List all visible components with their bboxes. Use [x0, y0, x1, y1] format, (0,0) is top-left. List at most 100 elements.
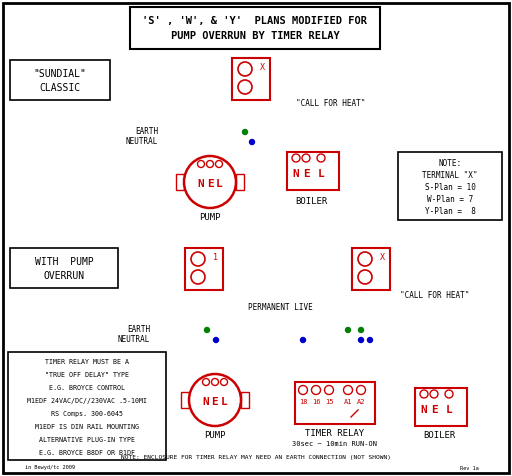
Bar: [181, 392, 189, 408]
Text: NOTE:: NOTE:: [438, 159, 461, 169]
Text: 'S' , 'W', & 'Y'  PLANS MODIFIED FOR: 'S' , 'W', & 'Y' PLANS MODIFIED FOR: [142, 16, 368, 26]
Text: E.G. BROYCE B8DF OR B1DF: E.G. BROYCE B8DF OR B1DF: [39, 450, 135, 456]
Text: S-Plan = 10: S-Plan = 10: [424, 184, 476, 192]
Bar: [185, 248, 223, 290]
Circle shape: [358, 327, 364, 333]
Circle shape: [214, 337, 219, 343]
Bar: [10, 60, 110, 100]
Text: "CALL FOR HEAT": "CALL FOR HEAT": [400, 291, 470, 300]
Circle shape: [198, 160, 204, 168]
Text: 16: 16: [312, 399, 320, 405]
Circle shape: [221, 378, 227, 386]
Circle shape: [191, 270, 205, 284]
Text: NOTE: ENCLOSURE FOR TIMER RELAY MAY NEED AN EARTH CONNECTION (NOT SHOWN): NOTE: ENCLOSURE FOR TIMER RELAY MAY NEED…: [121, 456, 391, 460]
Text: ALTERNATIVE PLUG-IN TYPE: ALTERNATIVE PLUG-IN TYPE: [39, 437, 135, 443]
Text: M1EDF 24VAC/DC//230VAC .5-10MI: M1EDF 24VAC/DC//230VAC .5-10MI: [27, 398, 147, 404]
Circle shape: [301, 337, 306, 343]
Text: CLASSIC: CLASSIC: [39, 83, 80, 93]
Text: 1: 1: [212, 254, 218, 262]
Text: TIMER RELAY MUST BE A: TIMER RELAY MUST BE A: [45, 359, 129, 365]
Text: 18: 18: [298, 399, 307, 405]
Circle shape: [238, 80, 252, 94]
Text: L: L: [221, 397, 227, 407]
Text: X: X: [379, 254, 385, 262]
Text: N: N: [198, 179, 204, 189]
Bar: [287, 152, 339, 190]
Circle shape: [243, 129, 247, 135]
Text: OVERRUN: OVERRUN: [44, 271, 84, 281]
Circle shape: [325, 386, 333, 395]
Text: in Bewyd/tc 2009: in Bewyd/tc 2009: [25, 466, 75, 470]
Circle shape: [311, 386, 321, 395]
Text: RS Comps. 300-6045: RS Comps. 300-6045: [51, 411, 123, 417]
Text: M1EDF IS DIN RAIL MOUNTING: M1EDF IS DIN RAIL MOUNTING: [35, 424, 139, 430]
Bar: [8, 352, 166, 460]
Circle shape: [317, 154, 325, 162]
Circle shape: [358, 270, 372, 284]
Text: NEUTRAL: NEUTRAL: [125, 138, 158, 147]
Text: E: E: [211, 397, 219, 407]
Text: WITH  PUMP: WITH PUMP: [35, 257, 93, 267]
Text: 30sec ~ 10min RUN-ON: 30sec ~ 10min RUN-ON: [292, 441, 377, 447]
Text: X: X: [260, 63, 265, 72]
Circle shape: [184, 156, 236, 208]
Text: A1: A1: [344, 399, 352, 405]
Text: EARTH: EARTH: [135, 128, 158, 137]
Text: PUMP: PUMP: [199, 214, 221, 222]
Circle shape: [344, 386, 352, 395]
Bar: [176, 174, 184, 190]
Text: N: N: [203, 397, 209, 407]
Text: "TRUE OFF DELAY" TYPE: "TRUE OFF DELAY" TYPE: [45, 372, 129, 378]
Bar: [10, 248, 118, 288]
Text: 15: 15: [325, 399, 333, 405]
Circle shape: [203, 378, 209, 386]
Text: E: E: [207, 179, 214, 189]
Text: TERMINAL "X": TERMINAL "X": [422, 171, 478, 180]
Circle shape: [211, 378, 219, 386]
Bar: [295, 382, 375, 424]
Text: N: N: [421, 405, 428, 415]
Circle shape: [302, 154, 310, 162]
Text: L: L: [445, 405, 453, 415]
Bar: [232, 58, 270, 100]
Circle shape: [358, 252, 372, 266]
Text: E.G. BROYCE CONTROL: E.G. BROYCE CONTROL: [49, 385, 125, 391]
Circle shape: [420, 390, 428, 398]
Text: PERMANENT LIVE: PERMANENT LIVE: [248, 304, 312, 313]
Bar: [398, 152, 502, 220]
Text: EARTH: EARTH: [127, 326, 150, 335]
Text: PUMP: PUMP: [204, 432, 226, 440]
Text: N: N: [293, 169, 300, 179]
Circle shape: [356, 386, 366, 395]
Text: A2: A2: [357, 399, 365, 405]
Circle shape: [346, 327, 351, 333]
Circle shape: [206, 160, 214, 168]
Circle shape: [191, 252, 205, 266]
Text: "CALL FOR HEAT": "CALL FOR HEAT": [296, 99, 366, 109]
Text: W-Plan = 7: W-Plan = 7: [427, 196, 473, 205]
Bar: [236, 174, 244, 190]
Text: NEUTRAL: NEUTRAL: [118, 336, 150, 345]
Text: TIMER RELAY: TIMER RELAY: [306, 429, 365, 438]
Bar: [241, 392, 249, 408]
Text: BOILER: BOILER: [423, 432, 455, 440]
Bar: [130, 7, 380, 49]
Circle shape: [358, 337, 364, 343]
Circle shape: [445, 390, 453, 398]
Text: E: E: [303, 169, 309, 179]
Circle shape: [189, 374, 241, 426]
Circle shape: [298, 386, 308, 395]
Text: Y-Plan =  8: Y-Plan = 8: [424, 208, 476, 217]
Bar: [415, 388, 467, 426]
Text: PUMP OVERRUN BY TIMER RELAY: PUMP OVERRUN BY TIMER RELAY: [170, 31, 339, 41]
Circle shape: [368, 337, 373, 343]
Text: L: L: [317, 169, 325, 179]
Circle shape: [430, 390, 438, 398]
Circle shape: [204, 327, 209, 333]
Circle shape: [216, 160, 223, 168]
Text: L: L: [216, 179, 222, 189]
Circle shape: [292, 154, 300, 162]
Text: BOILER: BOILER: [295, 198, 327, 207]
Circle shape: [249, 139, 254, 145]
Text: E: E: [431, 405, 437, 415]
